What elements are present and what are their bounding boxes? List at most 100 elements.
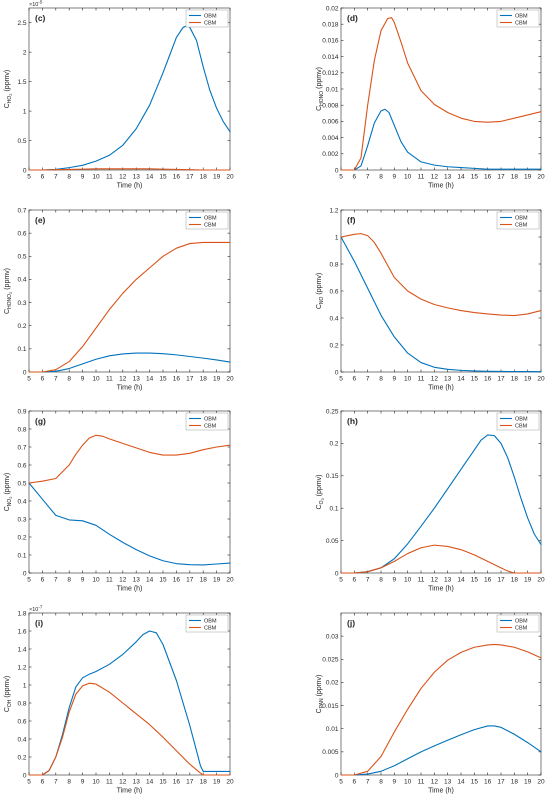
series-line-cbm [340,17,542,171]
x-tick-label: 16 [484,376,492,383]
x-tick-label: 20 [537,376,545,383]
x-tick-label: 10 [404,779,412,786]
y-tick-label: 0.4 [17,736,26,743]
x-tick-label: 5 [27,577,31,584]
x-tick-label: 17 [497,376,505,383]
y-tick-label: 0.7 [17,444,26,451]
x-tick-label: 9 [81,779,85,786]
x-tick-label: 19 [213,376,221,383]
x-tick-label: 11 [106,376,113,383]
x-tick-label: 15 [471,779,479,786]
x-tick-label: 12 [431,174,439,181]
y-tick-label: 1.8 [17,610,26,617]
x-axis-label: Time (h) [428,385,454,392]
x-tick-label: 6 [41,577,45,584]
x-tick-label: 13 [133,779,141,786]
panel-e: 5 6 7 8 9 10 11 12 13 14 15 16 17 18 19 20 0 0.1 0.2 0.3 0.4… [4,207,234,391]
series-line-obm [340,434,542,574]
y-tick-label: 0.1 [17,346,26,353]
plot-area [28,7,231,171]
y-tick-label: 2 [23,49,27,56]
x-tick-label: 10 [92,376,100,383]
x-tick-label: 12 [431,376,439,383]
x-tick-label: 13 [444,577,452,584]
plot-area [340,410,542,574]
x-tick-label: 16 [484,577,492,584]
y-tick-label: 0.3 [17,516,26,523]
y-tick-label: 0.005 [322,749,339,756]
plot-area [28,612,231,776]
y-tick-label: 0.008 [322,103,339,110]
y-tick-label: 0.4 [17,277,26,284]
y-tick-label: 1 [23,682,27,689]
y-tick-label: 1.2 [329,207,338,214]
x-tick-label: 6 [41,376,45,383]
y-tick-label: 0.002 [322,151,339,158]
legend-label-obm: OBM [204,417,217,423]
y-tick-label: 0.01 [326,726,339,733]
x-tick-label: 13 [444,376,452,383]
legend-label-cbm: CBM [515,626,528,632]
panel-label: (i) [35,618,43,628]
x-tick-label: 18 [511,577,519,584]
x-tick-label: 5 [339,577,343,584]
x-tick-label: 10 [404,376,412,383]
y-tick-label: 0.15 [326,473,339,480]
panel-f: 5 6 7 8 9 10 11 12 13 14 15 16 17 18 19 20 0 0.2 0.4 0.6 0.8… [316,207,545,391]
x-tick-label: 14 [457,174,465,181]
y-tick-label: 0.02 [326,5,339,12]
x-tick-label: 5 [339,779,343,786]
x-tick-label: 12 [119,577,127,584]
x-tick-label: 7 [366,376,370,383]
x-tick-label: 15 [159,174,167,181]
x-axis-label: Time (h) [428,788,454,795]
y-tick-label: 0.015 [322,703,339,710]
y-tick-label: 1.5 [17,79,26,86]
series-line-cbm [340,643,542,776]
y-tick-label: 0.004 [322,135,339,142]
x-tick-label: 11 [418,779,425,786]
x-tick-label: 5 [339,174,343,181]
x-tick-label: 13 [133,174,141,181]
series-line-cbm [28,241,231,373]
y-tick-label: 0.025 [322,657,339,664]
x-tick-label: 16 [173,577,181,584]
legend-label-obm: OBM [204,14,217,20]
y-exponent: ×10-5 [29,0,43,8]
y-tick-label: 1.6 [17,628,26,635]
panel-d: 5 6 7 8 9 10 11 12 13 14 15 16 17 18 19 20 0 0.002 0.004 0.… [316,5,545,189]
y-axis-label: CHONO (ppmv) [316,67,325,111]
y-tick-label: 0.2 [329,441,338,448]
x-axis-label: Time (h) [117,385,143,392]
series-line-obm [28,25,231,171]
y-tick-label: 0.01 [326,86,339,93]
y-tick-label: 0.02 [326,680,339,687]
y-axis-label: CHONO2 (ppmv) [4,268,13,314]
x-tick-label: 11 [418,174,425,181]
x-axis-label: Time (h) [117,586,143,593]
x-tick-label: 8 [67,779,71,786]
legend-label-cbm: CBM [204,424,217,430]
x-tick-label: 17 [186,174,194,181]
x-tick-label: 18 [511,174,519,181]
y-tick-label: 0.25 [326,408,339,415]
y-axis-label: CO3 (ppmv) [316,475,325,510]
x-tick-label: 17 [186,376,194,383]
legend-label-cbm: CBM [204,223,217,229]
x-tick-label: 20 [226,779,234,786]
x-tick-label: 16 [173,376,181,383]
x-tick-label: 16 [484,174,492,181]
x-tick-label: 19 [213,779,221,786]
x-tick-label: 6 [353,376,357,383]
y-tick-label: 0.9 [17,408,26,415]
x-tick-label: 11 [418,577,425,584]
x-tick-label: 8 [379,779,383,786]
legend-label-obm: OBM [204,619,217,625]
x-tick-label: 14 [457,577,465,584]
x-tick-label: 15 [159,376,167,383]
y-tick-label: 0.5 [17,138,26,145]
